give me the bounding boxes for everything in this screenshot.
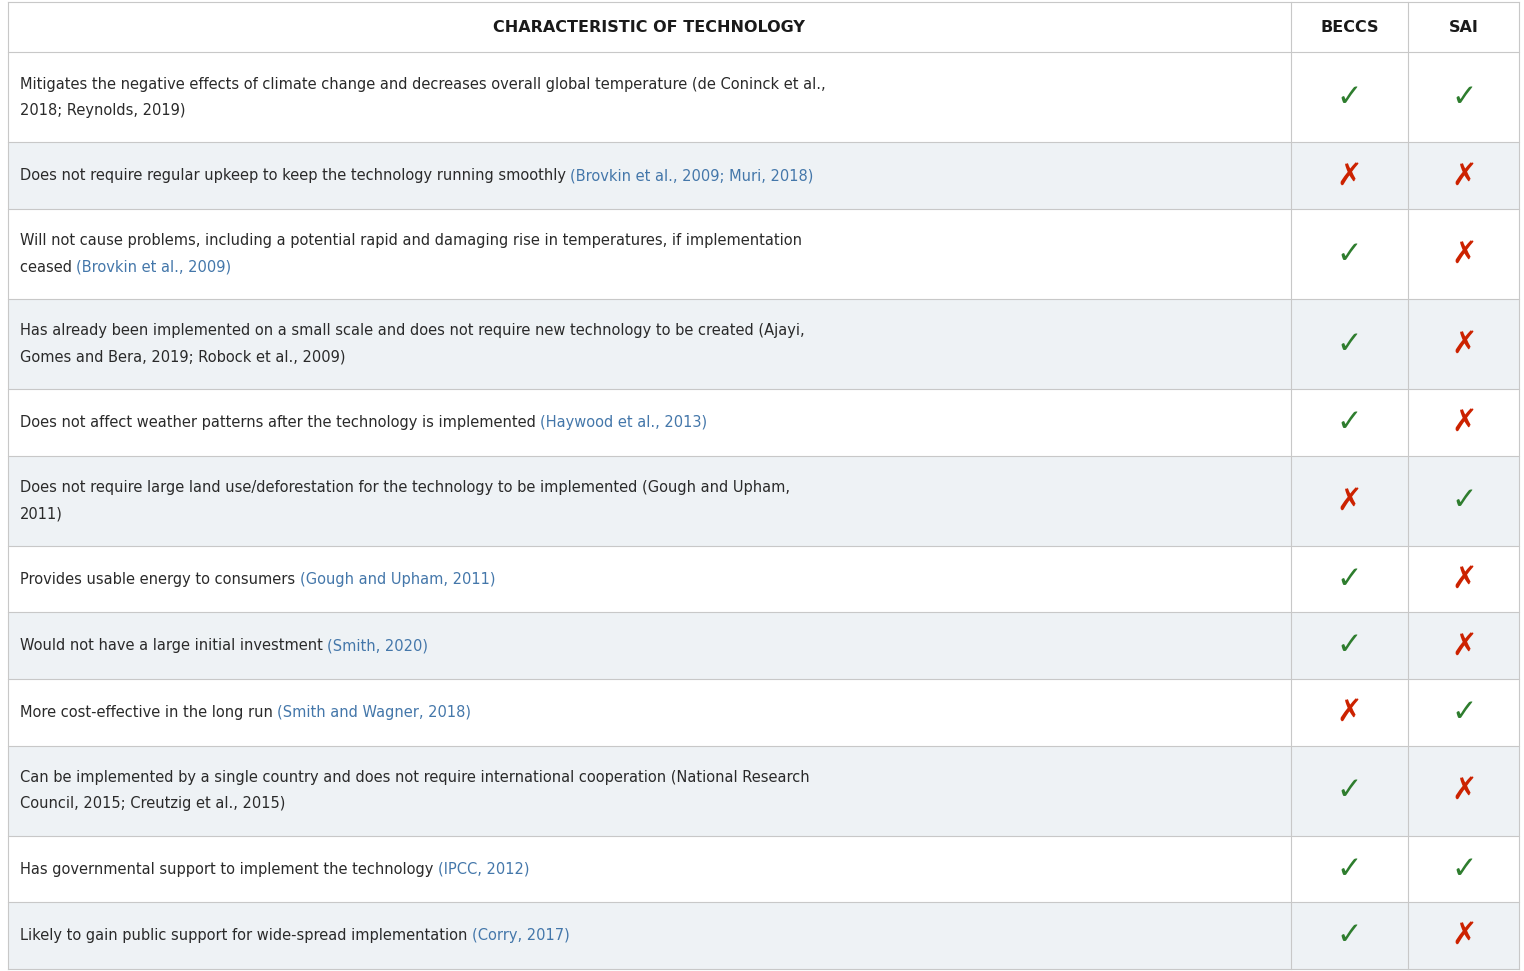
Text: SAI: SAI	[1449, 19, 1478, 35]
Text: ✓: ✓	[1451, 854, 1477, 884]
Bar	[8, 836, 1519, 902]
Bar	[8, 389, 1519, 455]
Text: ✗: ✗	[1451, 921, 1477, 951]
Text: Mitigates the negative effects of climate change and decreases overall global te: Mitigates the negative effects of climat…	[20, 77, 826, 92]
Bar	[8, 679, 1519, 746]
Text: More cost-effective in the long run: More cost-effective in the long run	[20, 705, 277, 720]
Text: ✓: ✓	[1451, 698, 1477, 727]
Text: Will not cause problems, including a potential rapid and damaging rise in temper: Will not cause problems, including a pot…	[20, 233, 802, 249]
Text: (Haywood et al., 2013): (Haywood et al., 2013)	[541, 415, 707, 430]
Bar	[8, 546, 1519, 613]
Text: ✗: ✗	[1451, 776, 1477, 805]
Text: ✓: ✓	[1451, 83, 1477, 112]
Text: (Gough and Upham, 2011): (Gough and Upham, 2011)	[300, 572, 495, 586]
Text: Likely to gain public support for wide-spread implementation: Likely to gain public support for wide-s…	[20, 928, 472, 943]
Text: ✓: ✓	[1337, 776, 1362, 805]
Text: ✗: ✗	[1451, 240, 1477, 269]
Text: Does not require large land use/deforestation for the technology to be implement: Does not require large land use/deforest…	[20, 480, 789, 495]
Text: (IPCC, 2012): (IPCC, 2012)	[437, 861, 529, 877]
Text: ✓: ✓	[1451, 486, 1477, 516]
Text: ✓: ✓	[1337, 854, 1362, 884]
Text: Council, 2015; Creutzig et al., 2015): Council, 2015; Creutzig et al., 2015)	[20, 796, 285, 812]
Bar	[8, 902, 1519, 969]
Text: (Brovkin et al., 2009): (Brovkin et al., 2009)	[76, 259, 232, 275]
Text: Has governmental support to implement the technology: Has governmental support to implement th…	[20, 861, 437, 877]
Text: Does not affect weather patterns after the technology is implemented: Does not affect weather patterns after t…	[20, 415, 541, 430]
Text: ✓: ✓	[1337, 564, 1362, 593]
Bar	[8, 746, 1519, 836]
Text: (Brovkin et al., 2009; Muri, 2018): (Brovkin et al., 2009; Muri, 2018)	[570, 168, 814, 184]
Text: Gomes and Bera, 2019; Robock et al., 2009): Gomes and Bera, 2019; Robock et al., 200…	[20, 350, 346, 365]
Text: ✗: ✗	[1451, 631, 1477, 660]
Text: ✓: ✓	[1337, 408, 1362, 437]
Bar	[8, 143, 1519, 209]
Bar	[8, 2, 1519, 52]
Text: ✗: ✗	[1451, 408, 1477, 437]
Text: ✗: ✗	[1337, 698, 1362, 727]
Text: BECCS: BECCS	[1320, 19, 1379, 35]
Text: CHARACTERISTIC OF TECHNOLOGY: CHARACTERISTIC OF TECHNOLOGY	[494, 19, 805, 35]
Bar	[8, 52, 1519, 143]
Bar	[8, 613, 1519, 679]
Bar	[8, 299, 1519, 389]
Text: ✗: ✗	[1337, 161, 1362, 190]
Text: Has already been implemented on a small scale and does not require new technolog: Has already been implemented on a small …	[20, 323, 805, 339]
Text: ✗: ✗	[1451, 564, 1477, 593]
Text: 2018; Reynolds, 2019): 2018; Reynolds, 2019)	[20, 103, 186, 118]
Text: ✗: ✗	[1337, 486, 1362, 516]
Text: 2011): 2011)	[20, 506, 62, 521]
Text: ✗: ✗	[1451, 329, 1477, 358]
Text: ✓: ✓	[1337, 631, 1362, 660]
Text: ✓: ✓	[1337, 921, 1362, 951]
Text: ceased: ceased	[20, 259, 76, 275]
Text: ✓: ✓	[1337, 83, 1362, 112]
Text: Provides usable energy to consumers: Provides usable energy to consumers	[20, 572, 300, 586]
Text: (Corry, 2017): (Corry, 2017)	[472, 928, 570, 943]
Bar	[8, 455, 1519, 546]
Bar	[8, 209, 1519, 299]
Text: (Smith and Wagner, 2018): (Smith and Wagner, 2018)	[277, 705, 471, 720]
Text: ✓: ✓	[1337, 240, 1362, 269]
Text: Would not have a large initial investment: Would not have a large initial investmen…	[20, 638, 328, 653]
Text: ✗: ✗	[1451, 161, 1477, 190]
Text: ✓: ✓	[1337, 329, 1362, 358]
Text: (Smith, 2020): (Smith, 2020)	[328, 638, 428, 653]
Text: Does not require regular upkeep to keep the technology running smoothly: Does not require regular upkeep to keep …	[20, 168, 570, 184]
Text: Can be implemented by a single country and does not require international cooper: Can be implemented by a single country a…	[20, 770, 809, 786]
